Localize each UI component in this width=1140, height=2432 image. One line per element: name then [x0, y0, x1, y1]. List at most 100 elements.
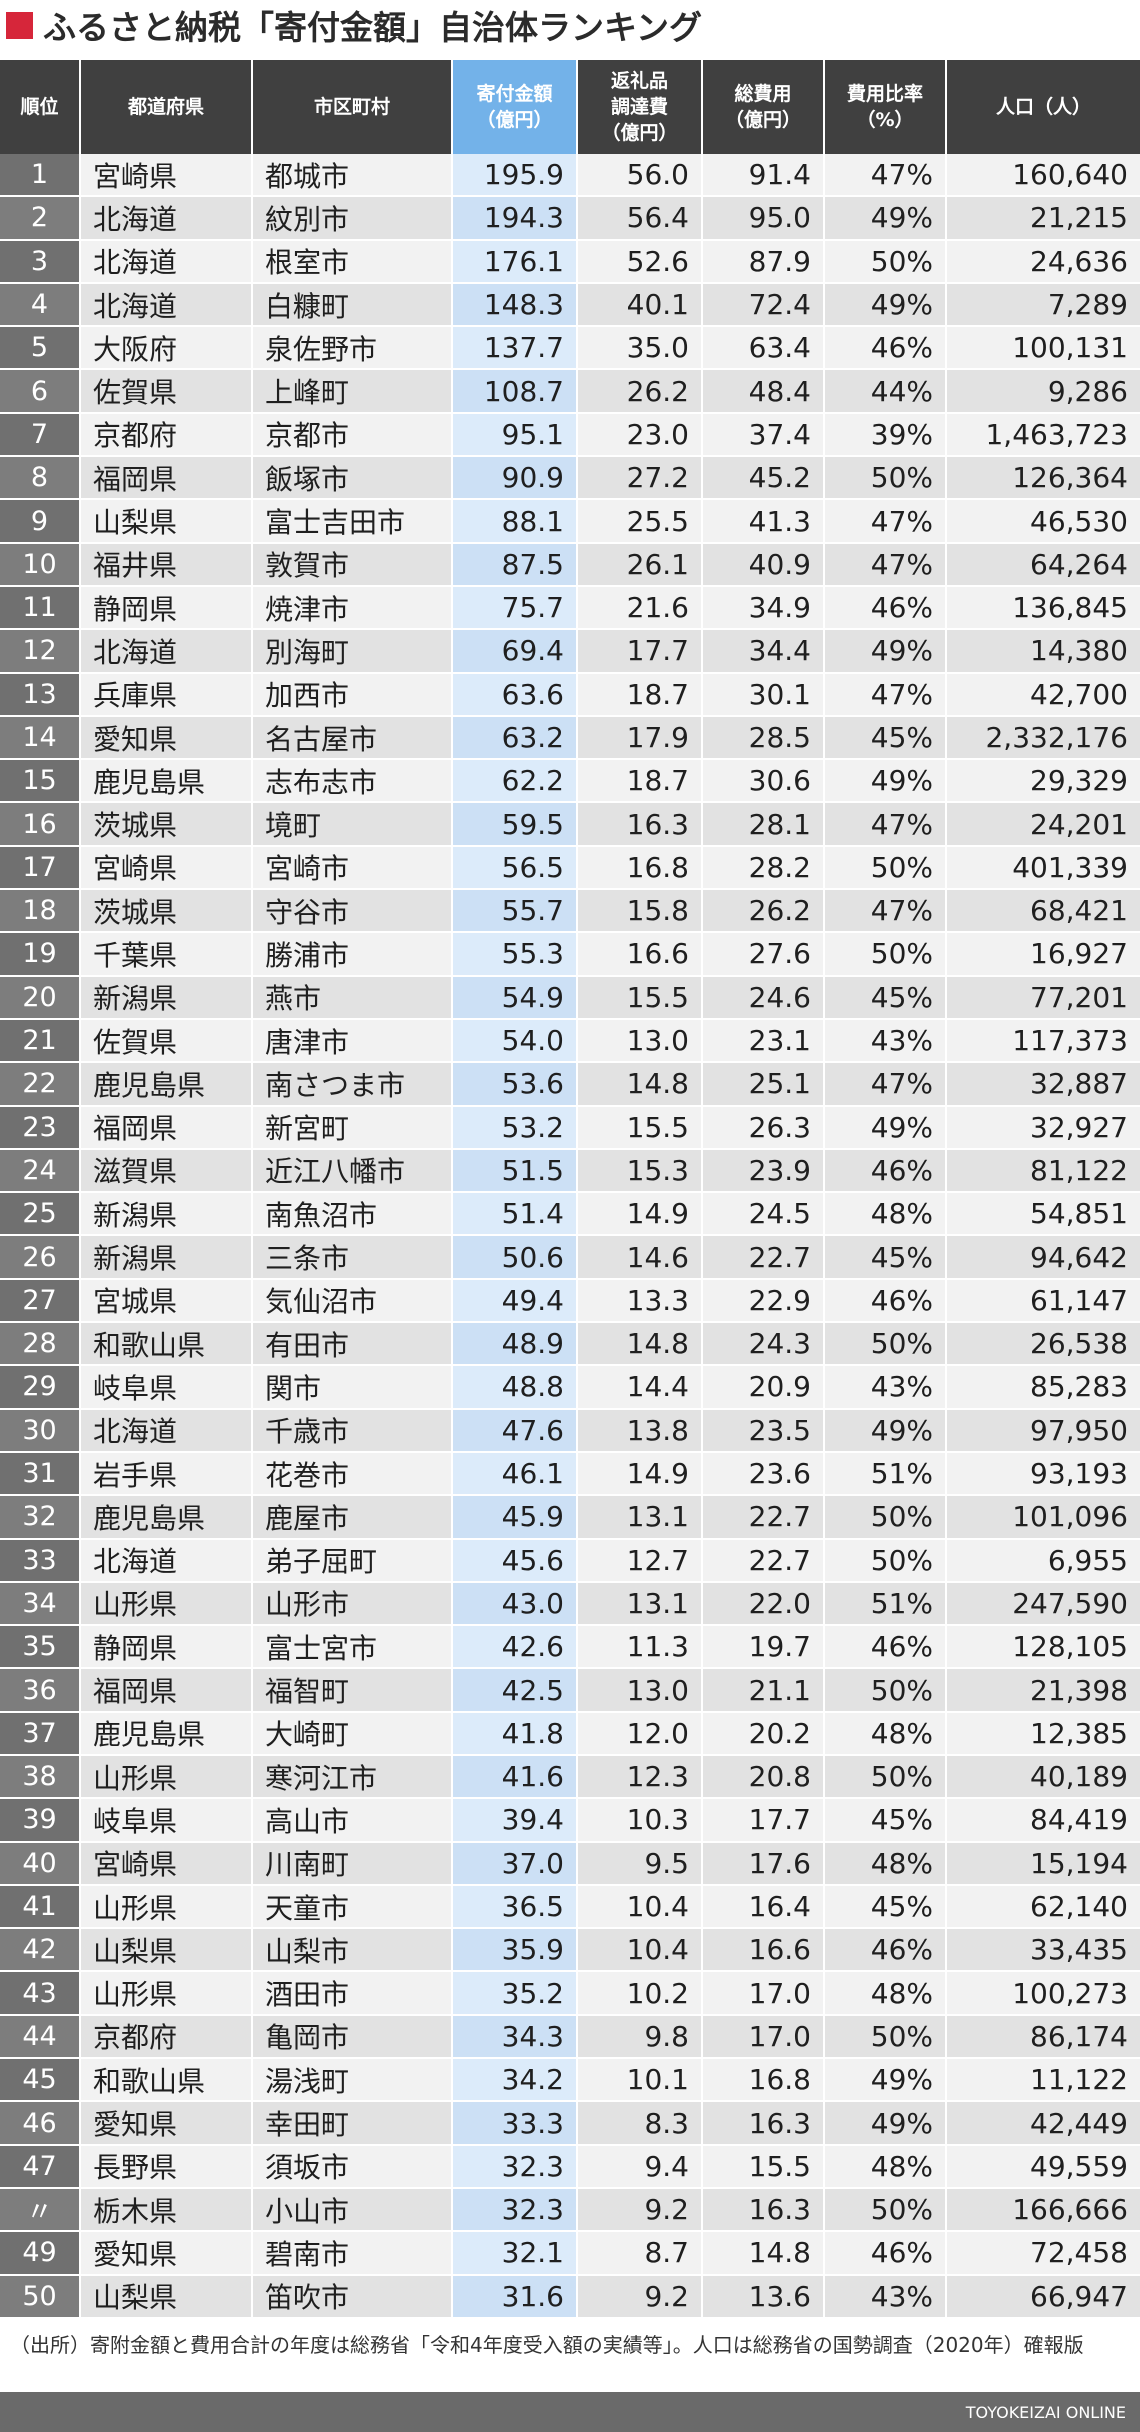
- table-row: 13 兵庫県 加西市 63.6 18.7 30.1 47% 42,700: [0, 672, 1140, 717]
- donation-cell: 59.5: [452, 802, 578, 847]
- gift-cost-cell: 16.3: [577, 802, 703, 847]
- total-cost-cell: 45.2: [702, 456, 825, 501]
- donation-cell: 49.4: [452, 1278, 578, 1324]
- rank-cell: 34: [0, 1581, 81, 1627]
- gift-cost-cell: 13.8: [577, 1408, 703, 1453]
- table-row: 28 和歌山県 有田市 48.9 14.8 24.3 50% 26,538: [0, 1322, 1140, 1367]
- population-cell: 94,642: [946, 1235, 1140, 1280]
- cost-ratio-cell: 49%: [824, 1105, 947, 1150]
- municipality-cell: 酒田市: [252, 1971, 453, 2016]
- rank-cell: 25: [0, 1192, 81, 1237]
- population-cell: 1,463,723: [946, 412, 1140, 458]
- donation-cell: 87.5: [452, 542, 578, 587]
- cost-ratio-cell: 43%: [824, 1365, 947, 1410]
- gift-cost-cell: 35.0: [577, 326, 703, 371]
- donation-cell: 45.6: [452, 1538, 578, 1583]
- municipality-cell: 富士吉田市: [252, 499, 453, 544]
- rank-cell: 18: [0, 889, 81, 934]
- cost-ratio-cell: 47%: [824, 542, 947, 587]
- total-cost-cell: 26.3: [702, 1105, 825, 1150]
- total-cost-cell: 28.5: [702, 715, 825, 761]
- cost-ratio-cell: 50%: [824, 239, 947, 284]
- gift-cost-cell: 12.3: [577, 1754, 703, 1800]
- total-cost-cell: 15.5: [702, 2144, 825, 2189]
- population-cell: 62,140: [946, 1884, 1140, 1930]
- table-row: 15 鹿児島県 志布志市 62.2 18.7 30.6 49% 29,329: [0, 759, 1140, 804]
- table-row: 24 滋賀県 近江八幡市 51.5 15.3 23.9 46% 81,122: [0, 1148, 1140, 1194]
- population-cell: 42,700: [946, 672, 1140, 717]
- cost-ratio-cell: 47%: [824, 672, 947, 717]
- prefecture-cell: 北海道: [80, 239, 253, 284]
- gift-cost-cell: 8.3: [577, 2101, 703, 2146]
- total-cost-cell: 25.1: [702, 1062, 825, 1107]
- prefecture-cell: 北海道: [80, 1408, 253, 1453]
- gift-cost-cell: 14.4: [577, 1365, 703, 1410]
- prefecture-cell: 鹿児島県: [80, 759, 253, 804]
- prefecture-cell: 山梨県: [80, 499, 253, 544]
- rank-cell: 49: [0, 2231, 81, 2276]
- population-cell: 12,385: [946, 1711, 1140, 1756]
- population-cell: 7,289: [946, 282, 1140, 328]
- gift-cost-cell: 56.4: [577, 196, 703, 241]
- table-row: 23 福岡県 新宮町 53.2 15.5 26.3 49% 32,927: [0, 1105, 1140, 1150]
- total-cost-cell: 72.4: [702, 282, 825, 328]
- gift-cost-cell: 13.1: [577, 1581, 703, 1627]
- table-row: 20 新潟県 燕市 54.9 15.5 24.6 45% 77,201: [0, 975, 1140, 1020]
- donation-cell: 36.5: [452, 1884, 578, 1930]
- donation-cell: 31.6: [452, 2274, 578, 2319]
- prefecture-cell: 新潟県: [80, 1235, 253, 1280]
- table-row: 25 新潟県 南魚沼市 51.4 14.9 24.5 48% 54,851: [0, 1192, 1140, 1237]
- donation-cell: 50.6: [452, 1235, 578, 1280]
- rank-cell: 35: [0, 1625, 81, 1670]
- total-cost-cell: 40.9: [702, 542, 825, 587]
- gift-cost-cell: 9.2: [577, 2274, 703, 2319]
- donation-cell: 35.9: [452, 1928, 578, 1973]
- cost-ratio-cell: 43%: [824, 2274, 947, 2319]
- prefecture-cell: 鹿児島県: [80, 1495, 253, 1540]
- rank-cell: 26: [0, 1235, 81, 1280]
- municipality-cell: 都城市: [252, 154, 453, 198]
- cost-ratio-cell: 46%: [824, 1278, 947, 1324]
- header-total-cost: 総費用 （億円）: [702, 60, 825, 154]
- table-row: 10 福井県 敦賀市 87.5 26.1 40.9 47% 64,264: [0, 542, 1140, 587]
- gift-cost-cell: 18.7: [577, 759, 703, 804]
- total-cost-cell: 22.7: [702, 1495, 825, 1540]
- donation-cell: 33.3: [452, 2101, 578, 2146]
- cost-ratio-cell: 48%: [824, 1711, 947, 1756]
- table-row: 39 岐阜県 高山市 39.4 10.3 17.7 45% 84,419: [0, 1798, 1140, 1843]
- rank-cell: 8: [0, 456, 81, 501]
- cost-ratio-cell: 46%: [824, 1928, 947, 1973]
- prefecture-cell: 山梨県: [80, 1928, 253, 1973]
- prefecture-cell: 愛知県: [80, 2231, 253, 2276]
- table-row: 21 佐賀県 唐津市 54.0 13.0 23.1 43% 117,373: [0, 1018, 1140, 1064]
- table-row: 38 山形県 寒河江市 41.6 12.3 20.8 50% 40,189: [0, 1754, 1140, 1800]
- municipality-cell: 亀岡市: [252, 2014, 453, 2060]
- population-cell: 49,559: [946, 2144, 1140, 2189]
- cost-ratio-cell: 48%: [824, 1192, 947, 1237]
- gift-cost-cell: 9.5: [577, 1841, 703, 1886]
- population-cell: 6,955: [946, 1538, 1140, 1583]
- population-cell: 32,887: [946, 1062, 1140, 1107]
- rank-cell: 41: [0, 1884, 81, 1930]
- municipality-cell: 碧南市: [252, 2231, 453, 2276]
- donation-cell: 41.8: [452, 1711, 578, 1756]
- donation-cell: 148.3: [452, 282, 578, 328]
- cost-ratio-cell: 50%: [824, 456, 947, 501]
- gift-cost-cell: 9.8: [577, 2014, 703, 2060]
- total-cost-cell: 17.0: [702, 2014, 825, 2060]
- population-cell: 77,201: [946, 975, 1140, 1020]
- prefecture-cell: 福岡県: [80, 1668, 253, 1713]
- donation-cell: 90.9: [452, 456, 578, 501]
- municipality-cell: 山形市: [252, 1581, 453, 1627]
- population-cell: 81,122: [946, 1148, 1140, 1194]
- gift-cost-cell: 21.6: [577, 585, 703, 631]
- table-row: 2 北海道 紋別市 194.3 56.4 95.0 49% 21,215: [0, 196, 1140, 241]
- gift-cost-cell: 15.5: [577, 1105, 703, 1150]
- prefecture-cell: 京都府: [80, 412, 253, 458]
- population-cell: 64,264: [946, 542, 1140, 587]
- cost-ratio-cell: 49%: [824, 629, 947, 674]
- donation-cell: 45.9: [452, 1495, 578, 1540]
- municipality-cell: 笛吹市: [252, 2274, 453, 2319]
- donation-cell: 34.2: [452, 2058, 578, 2103]
- donation-cell: 47.6: [452, 1408, 578, 1453]
